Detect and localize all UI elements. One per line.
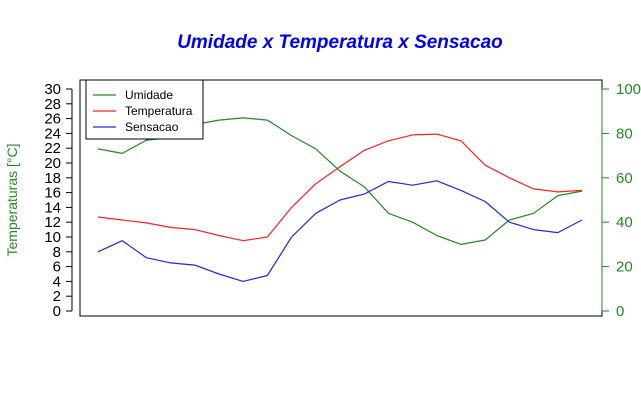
left-tick-label: 8 — [53, 244, 61, 261]
left-tick-label: 26 — [44, 111, 61, 128]
legend-label-sensacao: Sensacao — [125, 120, 179, 134]
y-axis-label: Temperaturas [°C] — [4, 144, 20, 257]
left-tick-label: 12 — [44, 214, 61, 231]
legend-label-umidade: Umidade — [125, 88, 173, 102]
left-tick-label: 20 — [44, 155, 61, 172]
left-tick-label: 18 — [44, 170, 61, 187]
left-tick-label: 6 — [53, 259, 61, 276]
series-line-temperatura — [97, 133, 583, 242]
right-tick-label: 60 — [616, 170, 633, 187]
series-group — [97, 117, 583, 282]
left-tick-label: 24 — [44, 125, 61, 142]
right-tick-label: 80 — [616, 125, 633, 142]
left-tick-label: 2 — [53, 288, 61, 305]
chart-title: Umidade x Temperatura x Sensacao — [177, 32, 503, 53]
left-tick-label: 30 — [44, 81, 61, 98]
left-tick-label: 28 — [44, 96, 61, 113]
legend-box — [85, 79, 204, 140]
left-tick-label: 14 — [44, 199, 61, 216]
left-tick-label: 22 — [44, 140, 61, 157]
legend: Umidade Temperatura Sensacao — [85, 79, 204, 140]
right-tick-label: 0 — [616, 303, 624, 320]
right-axis: 0 20 40 60 80 100 — [601, 81, 641, 320]
left-tick-label: 0 — [53, 303, 61, 320]
left-tick-label: 4 — [53, 273, 61, 290]
left-tick-label: 16 — [44, 185, 61, 202]
right-tick-label: 20 — [616, 259, 633, 276]
series-line-sensacao — [97, 180, 583, 282]
legend-label-temperatura: Temperatura — [125, 104, 193, 118]
right-tick-label: 100 — [616, 81, 641, 98]
left-tick-label: 10 — [44, 229, 61, 246]
right-tick-label: 40 — [616, 214, 633, 231]
